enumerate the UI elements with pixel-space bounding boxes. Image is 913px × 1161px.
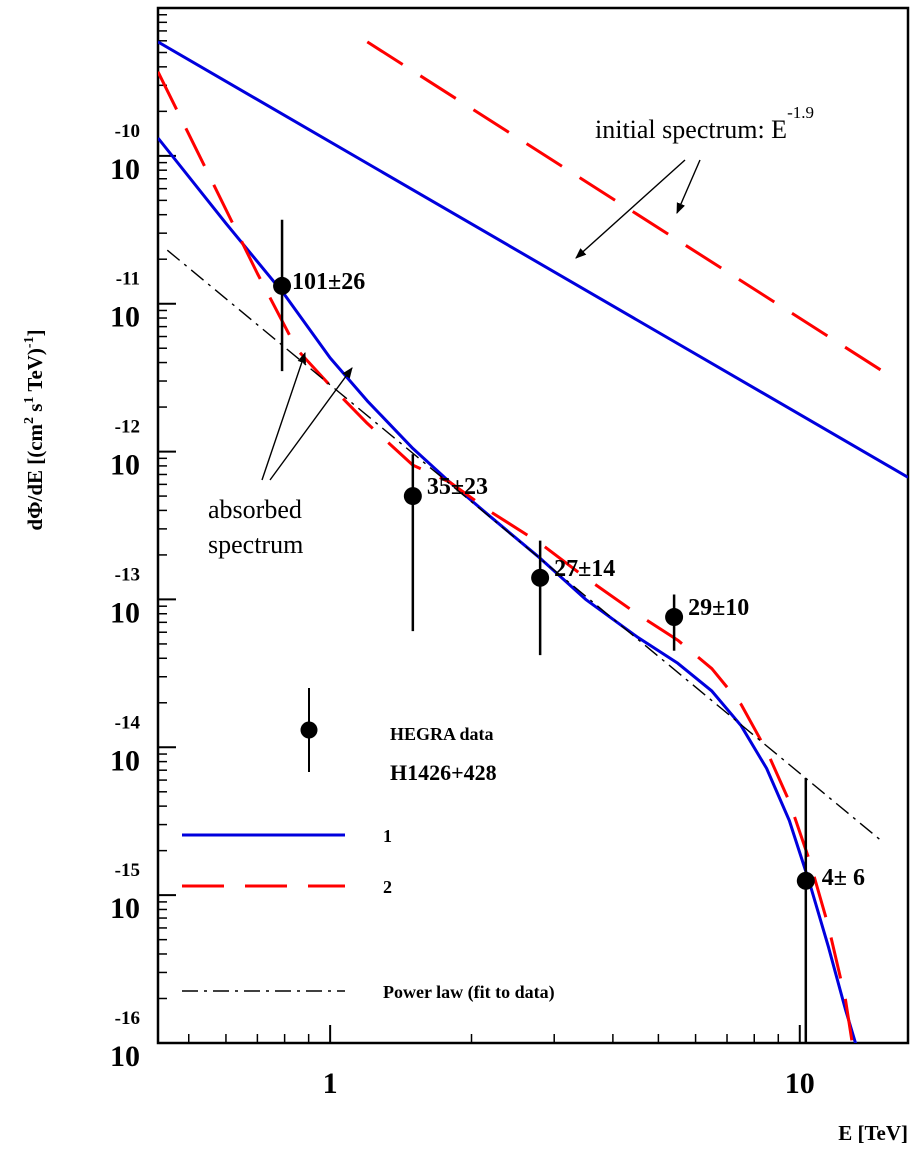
y-tick-exponent: -12 — [115, 417, 140, 438]
data-point-marker — [665, 608, 684, 627]
absorbed-arrow-red — [261, 351, 306, 481]
y-tick-exponent: -15 — [115, 860, 140, 881]
y-tick-label: 10 -12 — [110, 417, 140, 482]
data-points-layer: 101±26 35±23 27±14 29±10 4± 6 — [273, 219, 865, 1043]
series-absorbed-2 — [158, 71, 854, 1043]
data-point-label: 27±14 — [554, 556, 615, 582]
data-point: 35±23 — [403, 454, 488, 632]
y-tick-exponent: -10 — [115, 121, 140, 142]
series-initial-1 — [158, 40, 908, 479]
x-axis-title: E [TeV] — [838, 1121, 908, 1145]
y-axis-tick-labels: 10 -10 10 -11 10 -12 10 -13 10 -14 10 -15 10 -16 — [110, 121, 140, 1073]
x-axis-tick-labels: 1 10 — [323, 1067, 815, 1100]
data-point: 101±26 — [273, 219, 365, 372]
y-tick-exponent: -11 — [116, 269, 140, 290]
y-axis-tick-marks — [158, 7, 176, 1044]
initial-arrow-red — [676, 159, 701, 215]
y-tick-label: 10 -15 — [110, 860, 140, 925]
initial-arrow-blue — [575, 159, 686, 259]
data-point-label: 35±23 — [427, 474, 488, 500]
data-point: 4± 6 — [796, 777, 865, 1043]
x-axis-tick-marks — [188, 1025, 801, 1043]
y-tick-label: 10 -14 — [110, 712, 140, 777]
data-point: 27±14 — [531, 540, 615, 656]
y-tick-label: 10 -11 — [110, 269, 140, 334]
absorbed-spectrum-label-2: spectrum — [208, 530, 303, 559]
series-absorbed-1 — [158, 137, 858, 1043]
legend: HEGRA data H1426+428 1 2 Power law (fit … — [182, 688, 555, 1003]
absorbed-arrow-blue — [269, 367, 353, 481]
data-point-label: 29±10 — [688, 595, 749, 621]
y-tick-base: 10 — [110, 596, 140, 629]
x-tick-label: 1 — [323, 1067, 338, 1100]
legend-fit-label: Power law (fit to data) — [383, 982, 555, 1003]
y-tick-exponent: -13 — [115, 564, 140, 585]
y-tick-base: 10 — [110, 449, 140, 482]
y-tick-base: 10 — [110, 153, 140, 186]
initial-spectrum-label: initial spectrum: E-1.9 — [595, 103, 814, 144]
y-tick-base: 10 — [110, 301, 140, 334]
legend-data-marker — [300, 721, 318, 739]
data-point-marker — [273, 276, 292, 295]
legend-data-label: HEGRA data — [390, 724, 494, 744]
legend-line-2-label: 2 — [383, 877, 392, 897]
data-point-label: 4± 6 — [822, 865, 865, 891]
y-tick-base: 10 — [110, 892, 140, 925]
data-point-label: 101±26 — [292, 269, 365, 295]
y-tick-label: 10 -10 — [110, 121, 140, 186]
legend-source-label: H1426+428 — [390, 760, 497, 785]
absorbed-spectrum-label-1: absorbed — [208, 495, 302, 524]
y-tick-base: 10 — [110, 1040, 140, 1073]
series-initial-2 — [366, 40, 884, 373]
y-tick-label: 10 -16 — [110, 1008, 140, 1073]
data-point-marker — [531, 568, 550, 587]
plot-frame — [156, 6, 910, 1045]
y-tick-exponent: -14 — [115, 712, 141, 733]
y-tick-exponent: -16 — [115, 1008, 140, 1029]
y-axis-title: dΦ/dE [(cm2 s1 TeV)-1] — [22, 329, 47, 530]
legend-line-1-label: 1 — [383, 826, 392, 846]
y-tick-base: 10 — [110, 744, 140, 777]
data-point: 29±10 — [665, 594, 749, 651]
y-tick-label: 10 -13 — [110, 564, 140, 629]
data-point-marker — [796, 871, 815, 890]
x-tick-label: 10 — [785, 1067, 815, 1100]
data-point-marker — [403, 487, 422, 506]
